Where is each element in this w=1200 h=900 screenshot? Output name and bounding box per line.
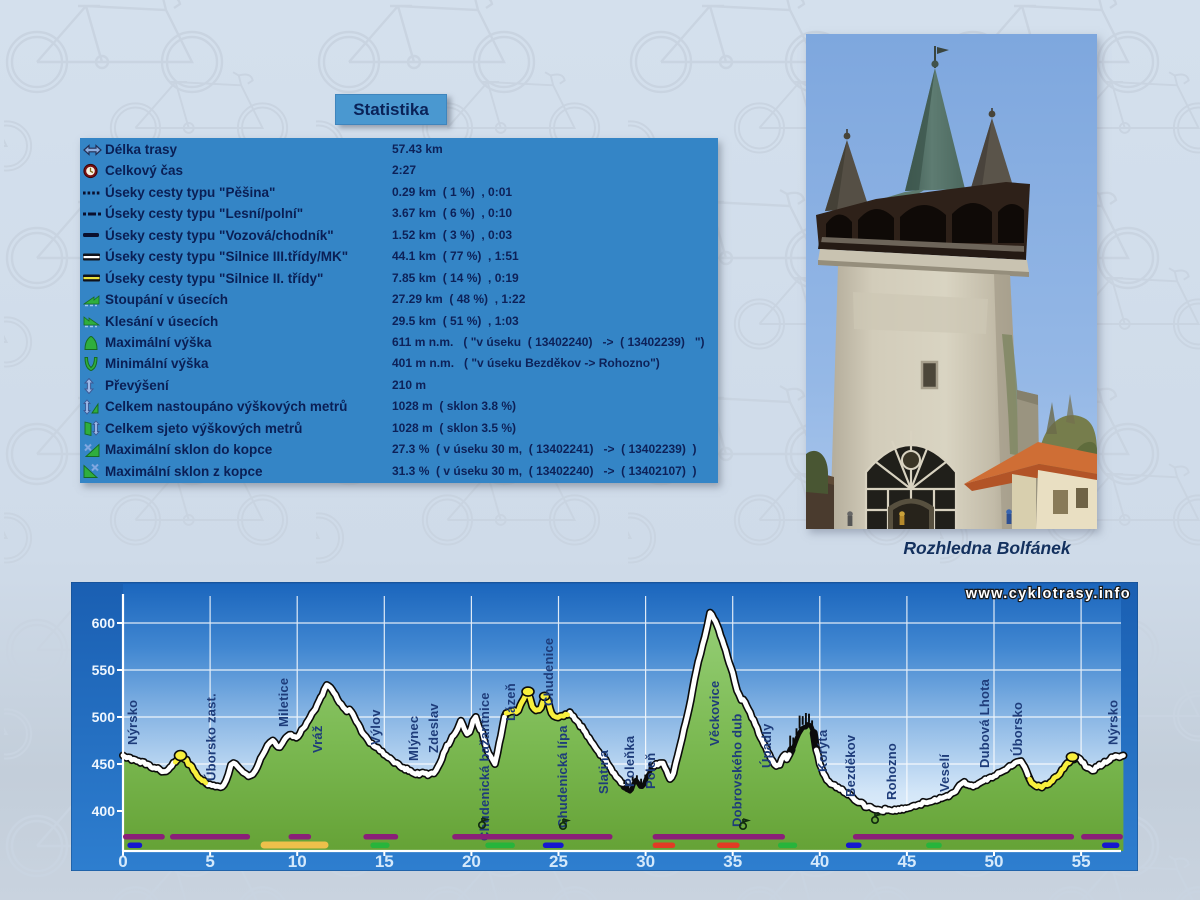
svg-text:55: 55 (1072, 852, 1091, 871)
svg-text:Věckovice: Věckovice (707, 681, 722, 746)
svg-text:45: 45 (897, 852, 916, 871)
svg-text:Poleňka: Poleňka (622, 735, 637, 787)
svg-text:Chudenická bažantnice: Chudenická bažantnice (477, 692, 492, 841)
svg-text:450: 450 (92, 756, 116, 772)
svg-text:5: 5 (205, 852, 214, 871)
svg-text:Poleň: Poleň (643, 753, 658, 789)
svg-text:www.cyklotrasy.info: www.cyklotrasy.info (965, 586, 1131, 602)
svg-text:500: 500 (92, 709, 116, 725)
svg-text:25: 25 (549, 852, 568, 871)
svg-text:Miletice: Miletice (276, 678, 291, 727)
svg-text:30: 30 (636, 852, 655, 871)
svg-text:40: 40 (810, 852, 829, 871)
svg-text:10: 10 (288, 852, 307, 871)
svg-text:Mlýnec: Mlýnec (406, 716, 421, 761)
svg-text:Úpadly: Úpadly (759, 723, 774, 768)
svg-text:550: 550 (92, 662, 116, 678)
svg-text:Chudenice: Chudenice (541, 638, 556, 706)
svg-text:50: 50 (985, 852, 1004, 871)
svg-text:20: 20 (462, 852, 481, 871)
svg-text:400: 400 (92, 803, 116, 819)
svg-text:15: 15 (375, 852, 394, 871)
svg-text:Výlov: Výlov (368, 709, 383, 745)
svg-text:Vráž: Vráž (310, 725, 325, 753)
svg-text:Úborsko zast.: Úborsko zast. (204, 693, 219, 781)
svg-text:Dubová Lhota: Dubová Lhota (977, 678, 992, 768)
svg-text:Korýta: Korýta (815, 729, 830, 772)
svg-text:35: 35 (723, 852, 742, 871)
svg-text:600: 600 (92, 615, 116, 631)
svg-text:Zdeslav: Zdeslav (426, 703, 441, 753)
svg-text:Bezděkov: Bezděkov (843, 734, 858, 797)
svg-text:Rohozno: Rohozno (884, 743, 899, 800)
svg-text:Chudenická lípa: Chudenická lípa (555, 725, 570, 828)
svg-text:Veselí: Veselí (937, 754, 952, 792)
svg-text:Slatina: Slatina (596, 749, 611, 794)
svg-text:Nýrsko: Nýrsko (1106, 700, 1121, 745)
svg-text:Nýrsko: Nýrsko (125, 700, 140, 745)
svg-text:0: 0 (118, 852, 127, 871)
svg-text:Úborsko: Úborsko (1010, 702, 1025, 756)
svg-text:Lázeň: Lázeň (503, 683, 518, 721)
svg-text:Dobrovského dub: Dobrovského dub (730, 713, 745, 827)
